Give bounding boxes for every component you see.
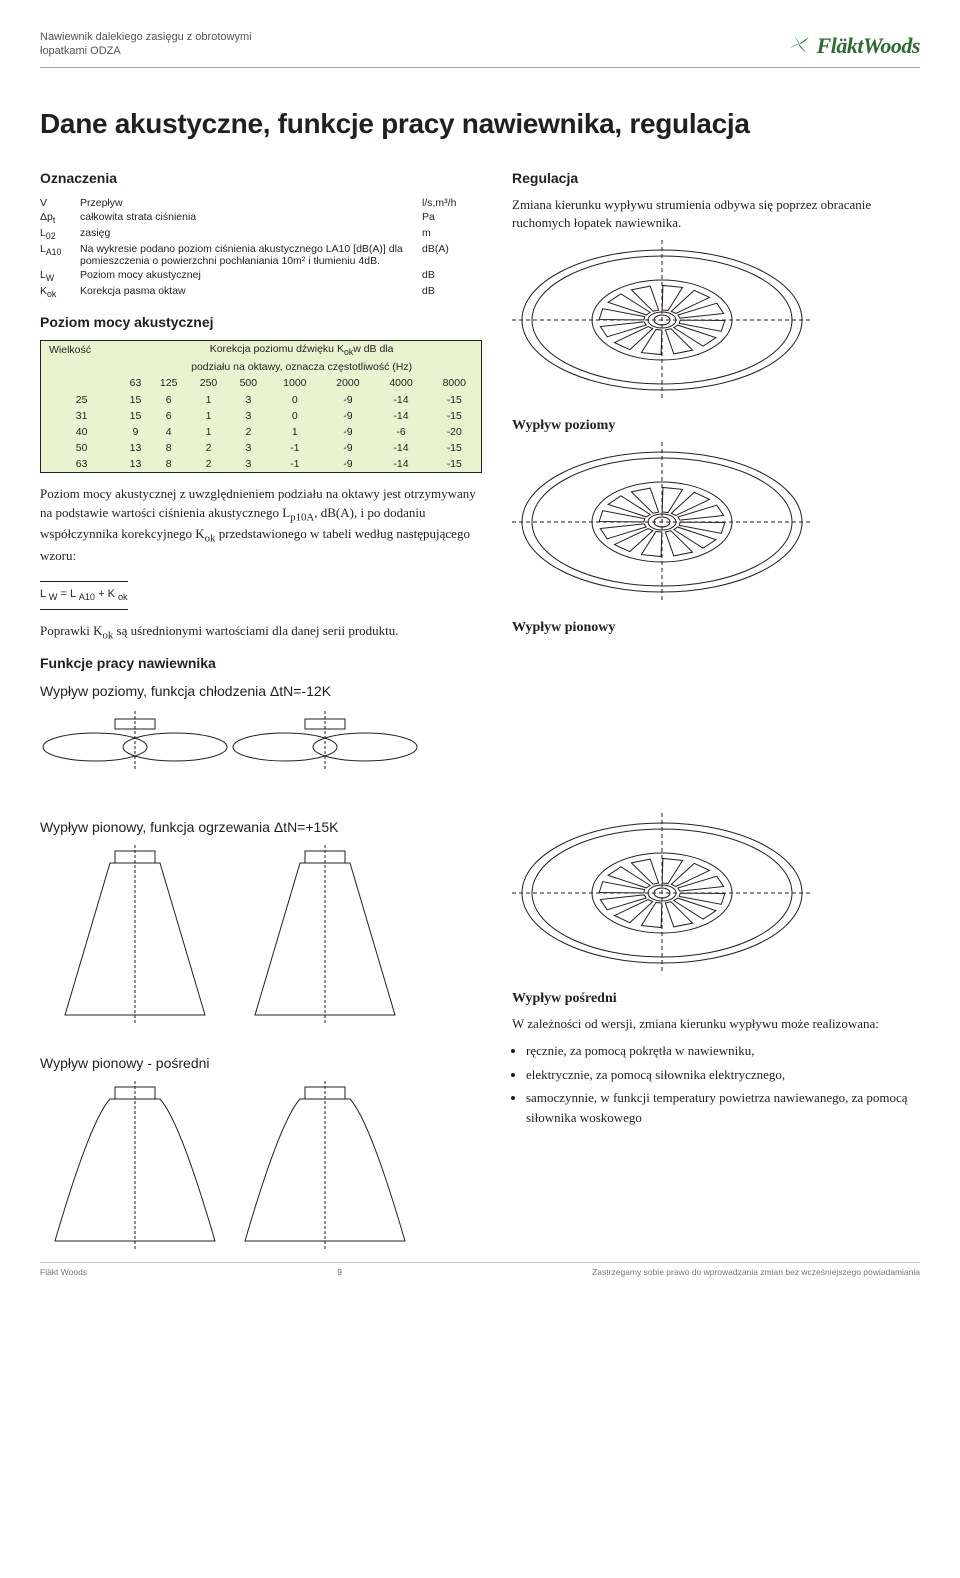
definitions-table: VPrzepływl/s,m³/hΔptcałkowita strata ciś… bbox=[40, 196, 482, 300]
heading-regulacja: Regulacja bbox=[512, 170, 920, 186]
logo-icon bbox=[785, 30, 813, 61]
paragraph-regulacja: Zmiana kierunku wypływu strumienia odbyw… bbox=[512, 196, 920, 232]
diagram-intermediate-flow bbox=[40, 1081, 482, 1251]
page-footer: Fläkt Woods 9 Zastrzegamy sobie prawo do… bbox=[40, 1262, 920, 1277]
diagram-vertical-flow bbox=[40, 845, 482, 1025]
footer-page-number: 9 bbox=[337, 1267, 342, 1277]
label-wyplyw-posredni: Wypływ pośredni bbox=[512, 991, 920, 1007]
diagram-swirl-pionowy bbox=[512, 813, 920, 973]
formula: L W = L A10 + K ok bbox=[40, 581, 128, 609]
heading-oznaczenia: Oznaczenia bbox=[40, 170, 482, 186]
page-title: Dane akustyczne, funkcje pracy nawiewnik… bbox=[40, 108, 920, 140]
bullet-item: elektrycznie, za pomocą siłownika elektr… bbox=[526, 1065, 920, 1085]
label-wyplyw-poziomy: Wypływ poziomy bbox=[512, 418, 920, 434]
footer-right: Zastrzegamy sobie prawo do wprowadzania … bbox=[592, 1267, 920, 1277]
footer-left: Fläkt Woods bbox=[40, 1267, 87, 1277]
bullet-item: samoczynnie, w funkcji temperatury powie… bbox=[526, 1088, 920, 1127]
logo-text: FläktWoods bbox=[817, 33, 920, 59]
product-line2: łopatkami ODZA bbox=[40, 44, 252, 58]
page-header: Nawiewnik dalekiego zasięgu z obrotowymi… bbox=[40, 30, 920, 68]
diagram-swirl-top bbox=[512, 240, 920, 400]
kok-table: WielkośćKorekcja poziomu dźwięku Kokw dB… bbox=[40, 340, 482, 473]
product-name: Nawiewnik dalekiego zasięgu z obrotowymi… bbox=[40, 30, 252, 59]
product-line1: Nawiewnik dalekiego zasięgu z obrotowymi bbox=[40, 30, 252, 44]
diagram-horizontal-flow bbox=[40, 709, 482, 779]
paragraph-poziom: Poziom mocy akustycznej z uwzględnieniem… bbox=[40, 485, 482, 565]
bullet-list: ręcznie, za pomocą pokrętła w nawiewniku… bbox=[512, 1041, 920, 1127]
paragraph-poprawki: Poprawki Kok są uśrednionymi wartościami… bbox=[40, 622, 482, 644]
brand-logo: FläktWoods bbox=[785, 30, 920, 61]
heading-poziom: Poziom mocy akustycznej bbox=[40, 314, 482, 330]
label-pionowy-posredni: Wypływ pionowy - pośredni bbox=[40, 1055, 482, 1071]
label-ogrzewanie: Wypływ pionowy, funkcja ogrzewania ΔtN=+… bbox=[40, 819, 482, 835]
label-wyplyw-pionowy: Wypływ pionowy bbox=[512, 620, 920, 636]
label-chlodzenie: Wypływ poziomy, funkcja chłodzenia ΔtN=-… bbox=[40, 683, 482, 699]
heading-funkcje: Funkcje pracy nawiewnika bbox=[40, 655, 482, 671]
paragraph-posredni: W zależności od wersji, zmiana kierunku … bbox=[512, 1015, 920, 1033]
diagram-swirl-poziomy bbox=[512, 442, 920, 602]
bullet-item: ręcznie, za pomocą pokrętła w nawiewniku… bbox=[526, 1041, 920, 1061]
